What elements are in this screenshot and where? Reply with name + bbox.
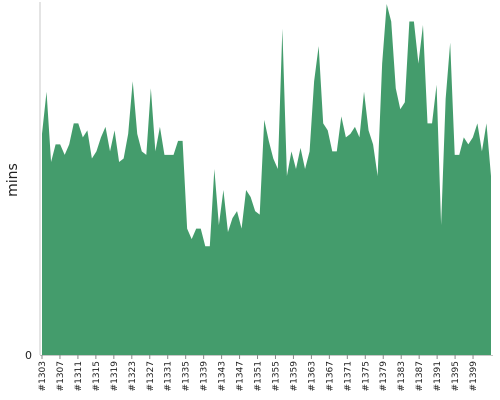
x-tick-label: #1371	[343, 361, 353, 391]
x-tick-label: #1335	[182, 361, 192, 391]
x-tick-label: #1347	[236, 361, 246, 391]
x-tick-label: #1351	[254, 361, 264, 391]
x-tick-label: #1379	[379, 361, 389, 392]
x-tick-label: #1387	[415, 361, 425, 391]
x-tick-label: #1399	[469, 361, 479, 392]
x-tick-label: #1307	[56, 361, 66, 391]
series-area	[42, 4, 491, 355]
x-tick-label: #1395	[451, 361, 461, 391]
x-tick-label: #1331	[164, 361, 174, 391]
y-axis-title: mins	[5, 163, 21, 197]
x-tick-label: #1355	[271, 361, 281, 391]
x-tick-label: #1323	[128, 361, 138, 391]
plot-area	[42, 4, 491, 355]
x-tick-label: #1343	[218, 361, 228, 391]
x-tick-label: #1367	[325, 361, 335, 391]
y-tick-label: 0	[25, 349, 32, 362]
y-ticks: 0	[25, 349, 32, 362]
x-tick-label: #1359	[289, 361, 299, 392]
x-tick-label: #1339	[200, 361, 210, 392]
x-tick-label: #1383	[397, 361, 407, 391]
x-ticks: #1303 #1307 #1311 #1315 #1319 #1323 #1327 #1331…	[38, 355, 479, 391]
x-tick-label: #1363	[307, 361, 317, 391]
x-tick-label: #1391	[433, 361, 443, 391]
x-tick-label: #1311	[74, 361, 84, 391]
x-tick-label: #1303	[38, 361, 48, 391]
x-tick-label: #1315	[92, 361, 102, 391]
x-tick-label: #1319	[110, 361, 120, 392]
x-tick-label: #1327	[146, 361, 156, 391]
x-tick-label: #1375	[361, 361, 371, 391]
